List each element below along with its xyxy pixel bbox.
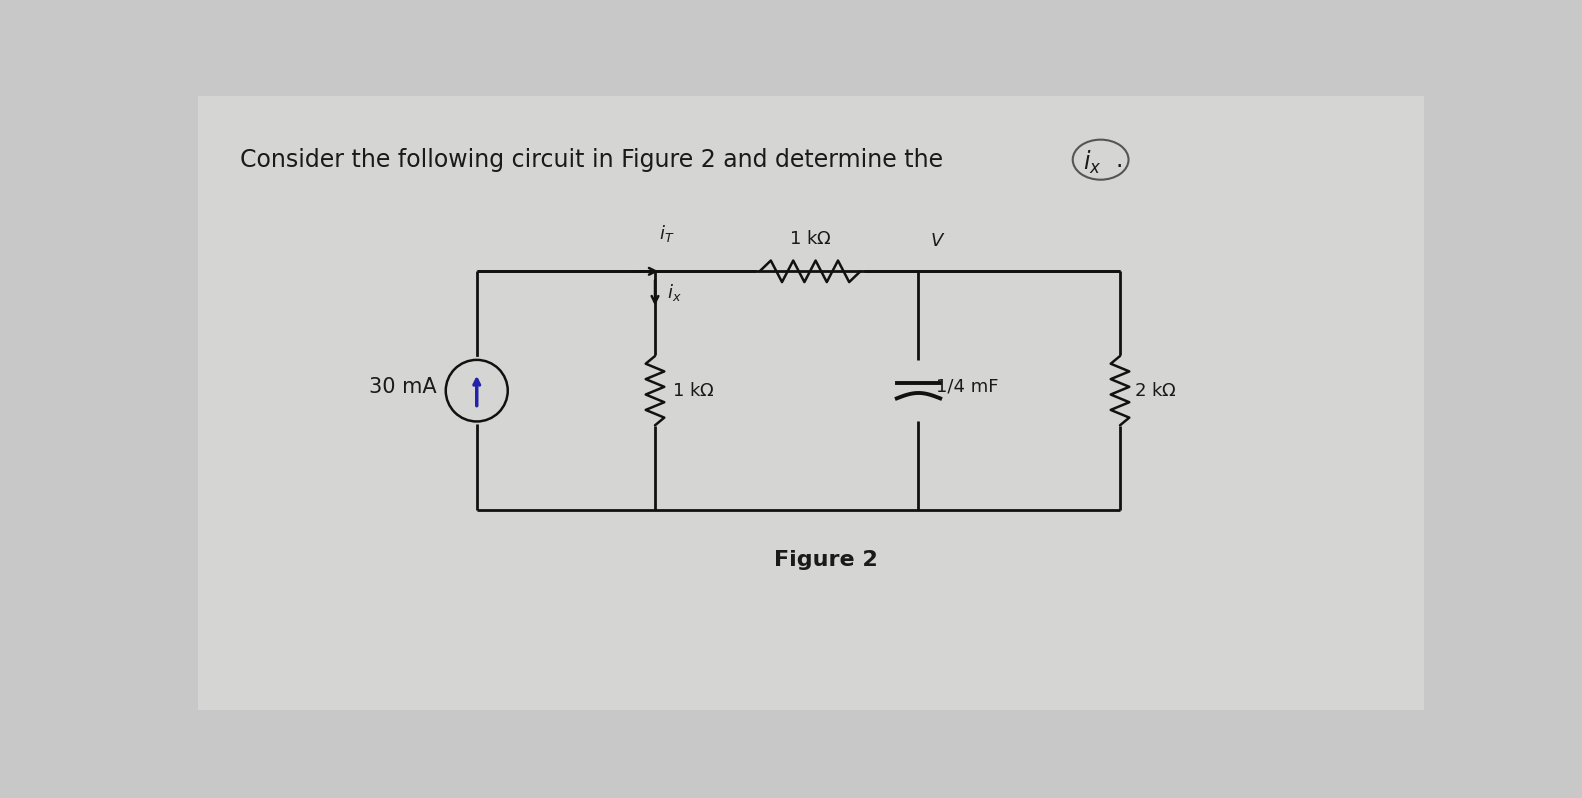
FancyBboxPatch shape (198, 96, 1424, 710)
Text: 1 k$\Omega$: 1 k$\Omega$ (789, 230, 831, 248)
Text: $i_T$: $i_T$ (658, 223, 674, 244)
Text: Figure 2: Figure 2 (774, 550, 878, 570)
Text: Consider the following circuit in Figure 2 and determine the: Consider the following circuit in Figure… (240, 148, 951, 172)
Text: 1 k$\Omega$: 1 k$\Omega$ (672, 381, 715, 400)
Text: .: . (1115, 148, 1123, 172)
Text: 1/4 mF: 1/4 mF (935, 377, 998, 396)
Text: 30 mA: 30 mA (369, 377, 437, 397)
Text: V: V (930, 231, 943, 250)
Text: $i_x$: $i_x$ (666, 282, 682, 303)
Text: $i_x$: $i_x$ (1082, 148, 1101, 176)
Circle shape (443, 358, 509, 424)
Text: 2 k$\Omega$: 2 k$\Omega$ (1134, 381, 1177, 400)
